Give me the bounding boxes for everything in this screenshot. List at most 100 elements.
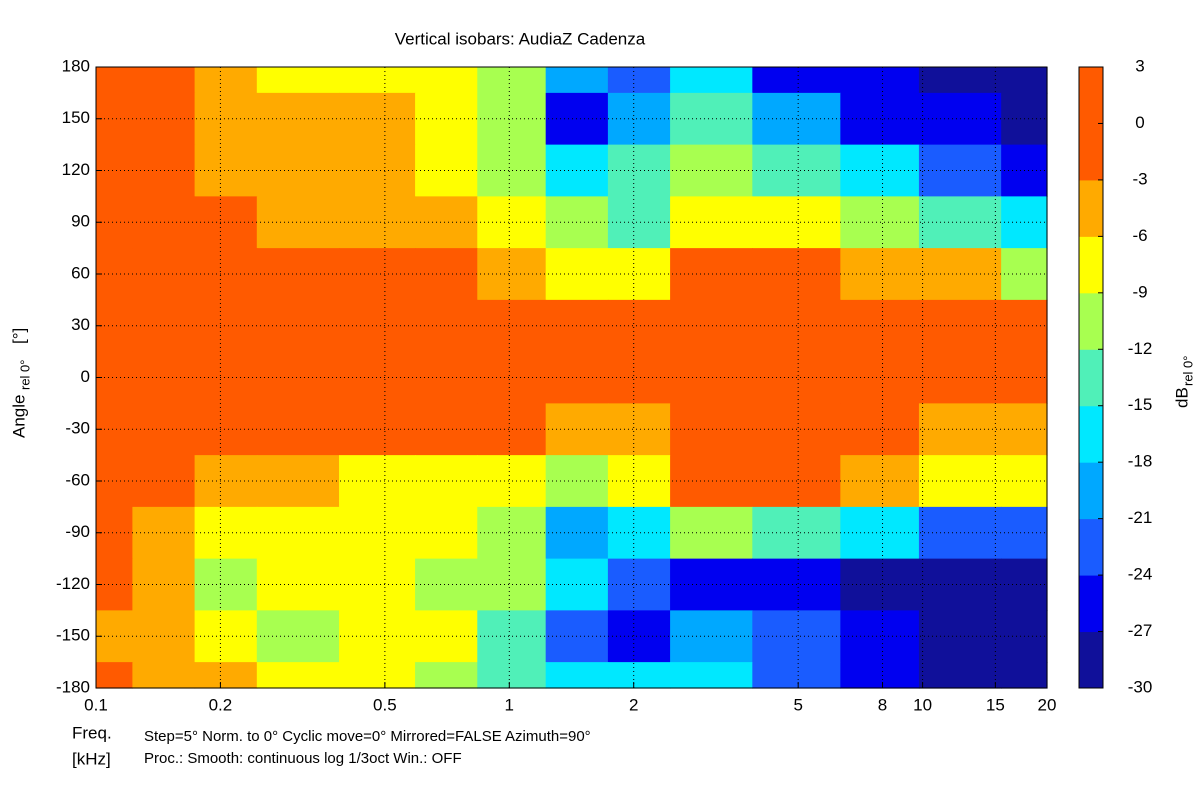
contour-cell (339, 662, 416, 689)
contour-cell (607, 67, 671, 94)
contour-cell (840, 351, 920, 404)
colorbar-tick-label: -30 (1128, 677, 1153, 696)
contour-cell (194, 196, 258, 249)
colorbar-band (1079, 123, 1103, 181)
contour-cell (194, 144, 258, 197)
colorbar-tick-label: -24 (1128, 565, 1153, 584)
contour-cell (339, 67, 416, 94)
contour-cell (132, 144, 196, 197)
contour-cell (194, 506, 258, 560)
contour-cell (840, 506, 920, 560)
colorbar-band (1079, 292, 1103, 350)
contour-cell (477, 67, 547, 94)
contour-cell (545, 67, 609, 94)
y-tick-label: -30 (65, 419, 90, 438)
contour-cell (132, 248, 196, 301)
contour-cell (132, 196, 196, 249)
colorbar-band (1079, 349, 1103, 407)
x-label-unit: [kHz] (72, 749, 111, 768)
contour-cell (477, 610, 547, 663)
contour-cell (670, 67, 753, 94)
contour-cell (477, 299, 547, 353)
contour-cell (477, 506, 547, 560)
contour-cell (194, 662, 258, 689)
y-tick-label: 120 (62, 160, 90, 179)
contour-cell (256, 92, 340, 146)
contour-cell (670, 506, 753, 560)
contour-cell (256, 144, 340, 197)
x-tick-label: 5 (793, 695, 802, 714)
contour-cell (670, 144, 753, 197)
contour-cell (607, 92, 671, 146)
contour-cell (339, 403, 416, 456)
y-tick-label: -90 (65, 522, 90, 541)
contour-cell (607, 610, 671, 663)
contour-cell (194, 403, 258, 456)
contour-cell (132, 506, 196, 560)
y-tick-label: -150 (56, 626, 90, 645)
contour-cell (96, 67, 133, 94)
x-tick-label: 0.5 (373, 695, 397, 714)
contour-cell (918, 662, 1002, 689)
contour-cell (194, 351, 258, 404)
contour-cell (339, 196, 416, 249)
colorbar-tick-label: -3 (1132, 169, 1147, 188)
contour-cell (1001, 662, 1048, 689)
y-tick-label: -60 (65, 470, 90, 489)
colorbar-tick-label: -21 (1128, 508, 1153, 527)
colorbar-tick-label: -12 (1128, 339, 1153, 358)
y-label-sub: rel 0° (17, 360, 32, 391)
x-label: Freq. (72, 723, 112, 742)
contour-cell (477, 144, 547, 197)
x-tick-label: 10 (913, 695, 932, 714)
contour-cell (545, 662, 609, 689)
y-tick-label: -180 (56, 677, 90, 696)
contour-cell (132, 662, 196, 689)
contour-cell (670, 248, 753, 301)
contour-cell (840, 455, 920, 508)
contour-cell (607, 248, 671, 301)
contour-cell (477, 248, 547, 301)
contour-cell (194, 67, 258, 94)
contour-cell (545, 196, 609, 249)
note: Step=5° Norm. to 0° Cyclic move=0° Mirro… (144, 728, 591, 745)
contour-cell (194, 558, 258, 611)
contour-cell (477, 351, 547, 404)
y-tick-label: 180 (62, 56, 90, 75)
y-tick-label: -120 (56, 574, 90, 593)
contour-cell (607, 351, 671, 404)
colorbar-tick-label: -9 (1132, 282, 1147, 301)
contour-cell (415, 558, 478, 611)
contour-cell (607, 196, 671, 249)
contour-cell (415, 455, 478, 508)
contour-cell (96, 351, 133, 404)
contour-cell (1001, 67, 1048, 94)
y-label-unit: [°] (9, 328, 28, 344)
contour-cell (96, 196, 133, 249)
contour-cell (477, 558, 547, 611)
contour-cell (545, 403, 609, 456)
contour-cell (840, 144, 920, 197)
x-tick-label: 2 (629, 695, 638, 714)
contour-cell (545, 506, 609, 560)
contour-cell (840, 67, 920, 94)
contour-cell (96, 558, 133, 611)
y-tick-label: 0 (81, 367, 90, 386)
contour-cell (415, 662, 478, 689)
contour-cell (607, 662, 671, 689)
contour-cell (670, 351, 753, 404)
contour-cell (96, 92, 133, 146)
colorbar-tick-label: -27 (1128, 621, 1153, 640)
contour-cell (607, 403, 671, 456)
contour-cell (96, 455, 133, 508)
contour-cell (96, 506, 133, 560)
contour-cell (840, 92, 920, 146)
contour-cell (415, 67, 478, 94)
contour-cell (96, 610, 133, 663)
contour-cell (607, 506, 671, 560)
contour-cell (545, 351, 609, 404)
y-tick-label: 90 (71, 212, 90, 231)
y-axis-label: Angle rel 0° [°] (9, 328, 32, 438)
contour-cell (96, 662, 133, 689)
